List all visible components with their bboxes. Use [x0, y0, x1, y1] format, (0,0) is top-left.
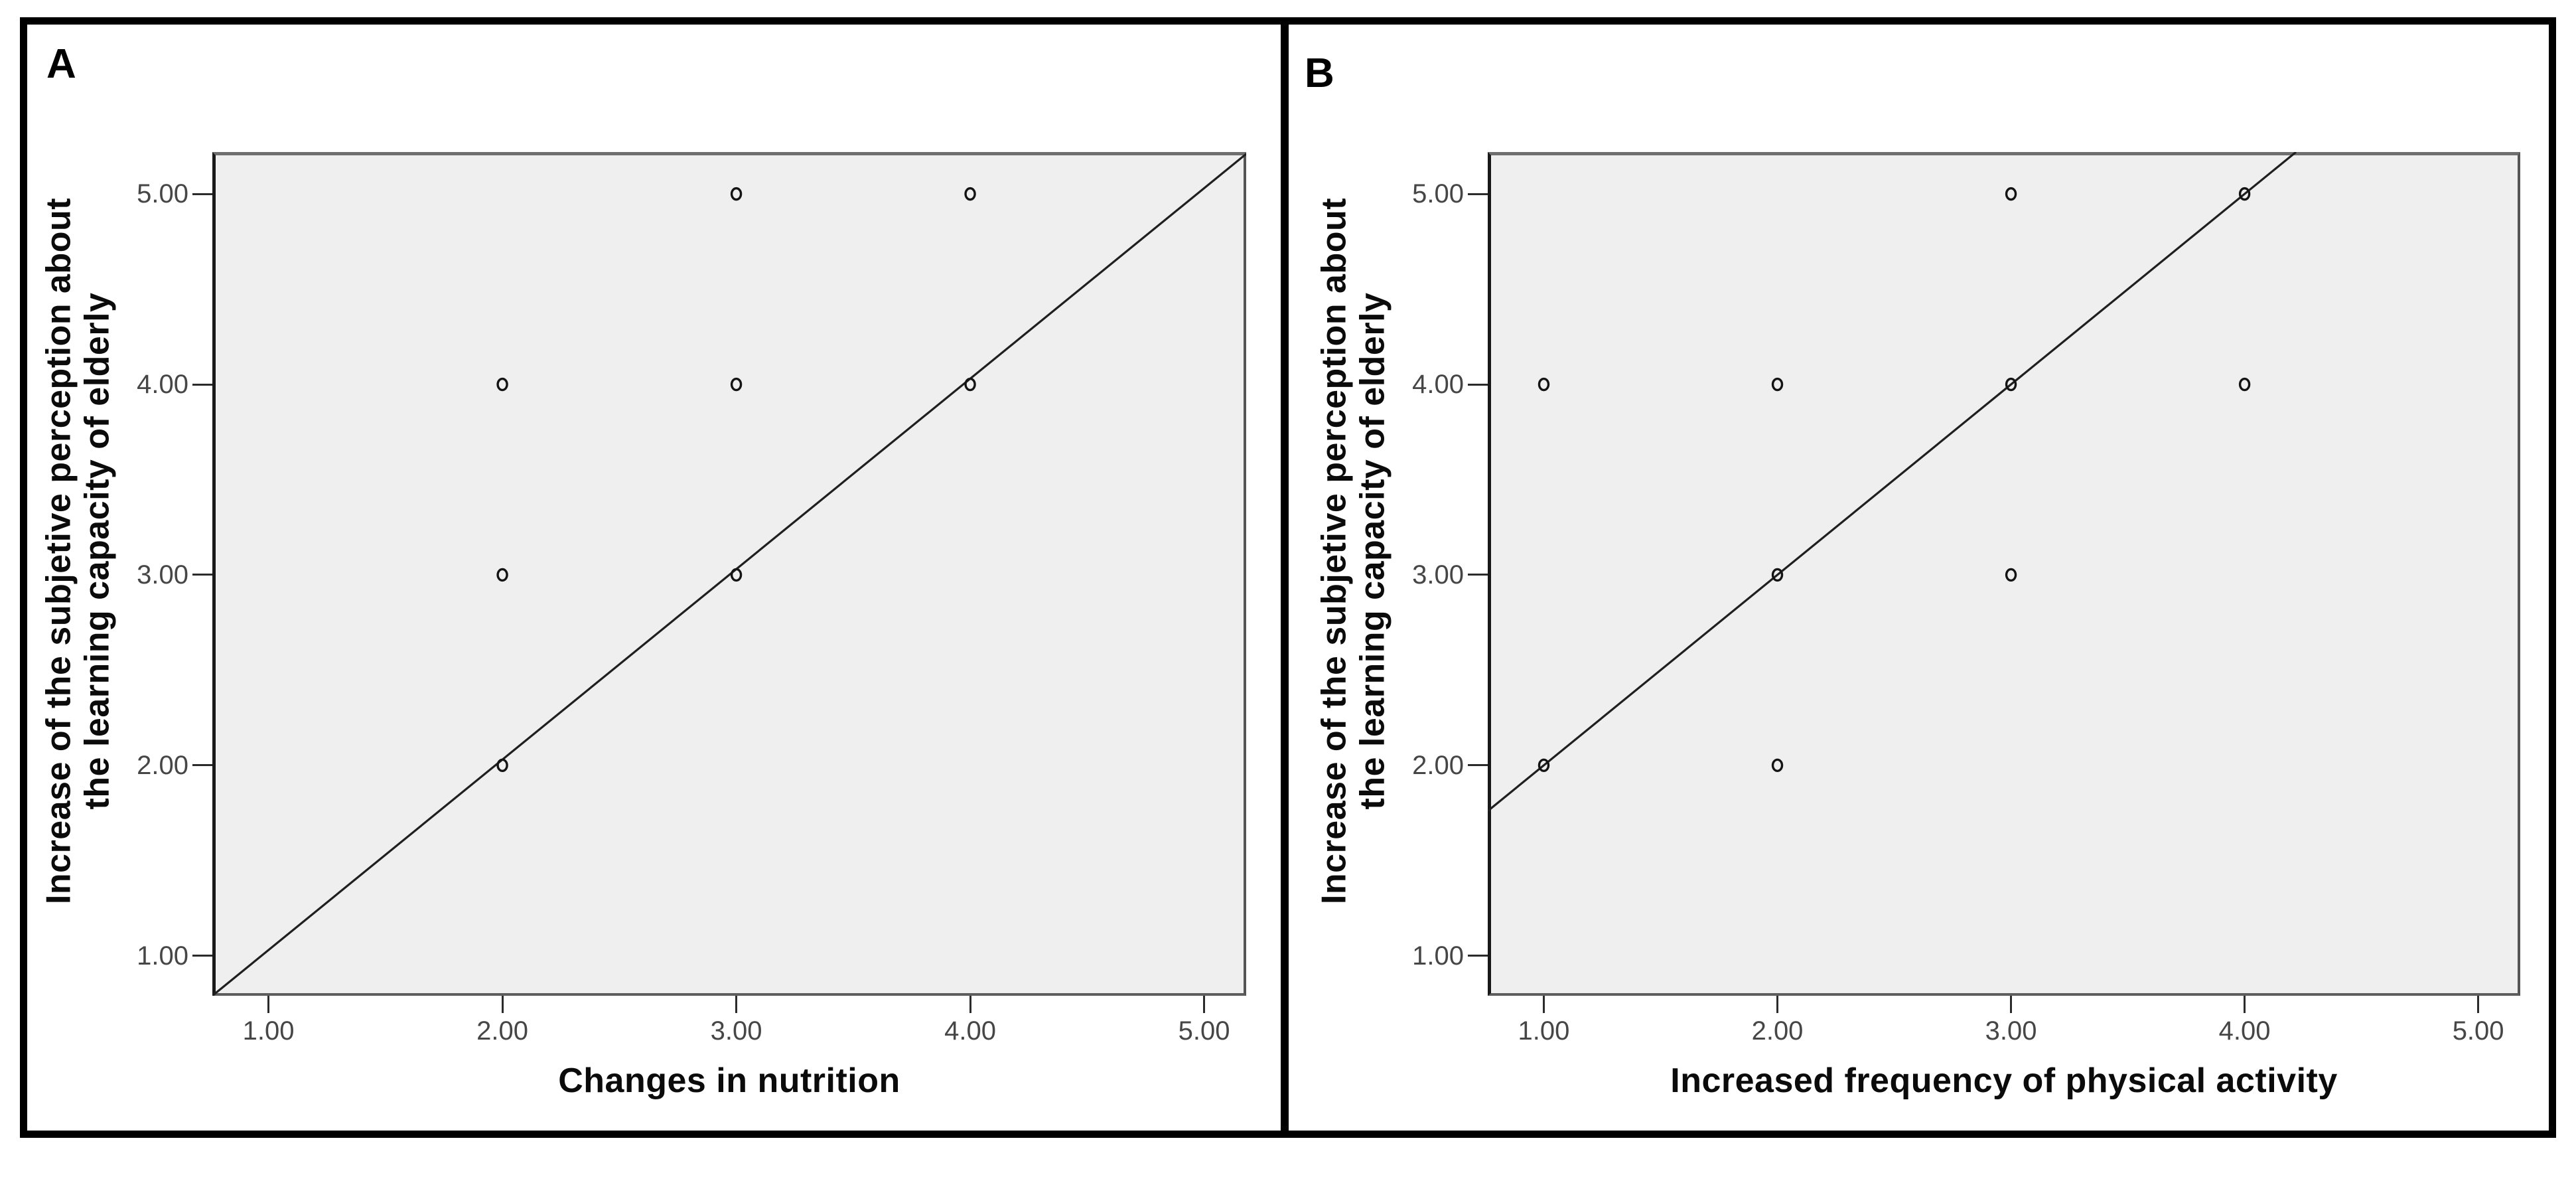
- y-tick-label: 5.00: [137, 179, 188, 209]
- scatter-point: [1538, 758, 1550, 773]
- panel-a-x-axis-title: Changes in nutrition: [558, 1061, 900, 1100]
- panel-a-chart: [212, 153, 1246, 996]
- scatter-point: [2005, 377, 2017, 392]
- panel-b-chart: [1488, 152, 2297, 812]
- y-tick-label: 4.00: [137, 370, 188, 400]
- scatter-point: [496, 377, 508, 392]
- x-tick-mark: [2010, 996, 2013, 1013]
- x-tick-mark: [1776, 996, 1779, 1013]
- x-tick-label: 3.00: [1985, 1016, 2037, 1046]
- panel-b-y-axis-title-line1: Increase of the subjetive perception abo…: [1315, 197, 1354, 905]
- x-tick-label: 4.00: [2218, 1016, 2271, 1046]
- panel-b-y-axis-title: Increase of the subjetive perception abo…: [1315, 129, 1397, 973]
- y-tick-label: 5.00: [1412, 179, 1464, 209]
- panel-b-plot-area: [1488, 152, 2520, 996]
- scatter-point: [1771, 377, 1784, 392]
- x-tick-label: 2.00: [1751, 1016, 1804, 1046]
- panel-b-label: B: [1305, 50, 1334, 96]
- x-tick-label: 5.00: [2452, 1016, 2504, 1046]
- panel-a-y-axis-title-line2: the learning capacity of elderly: [78, 292, 117, 810]
- scatter-point: [1771, 758, 1784, 773]
- fit-line: [1488, 152, 2297, 812]
- x-tick-label: 2.00: [476, 1016, 528, 1046]
- panel-a-label: A: [46, 41, 76, 87]
- y-tick-label: 4.00: [1412, 370, 1464, 400]
- x-tick-label: 1.00: [1518, 1016, 1570, 1046]
- scatter-point: [730, 377, 743, 392]
- scatter-point: [730, 568, 743, 582]
- x-tick-mark: [501, 996, 504, 1013]
- y-tick-mark: [1468, 383, 1488, 386]
- scatter-point: [496, 758, 508, 773]
- scatter-point: [1771, 568, 1784, 582]
- x-tick-mark: [969, 996, 971, 1013]
- panel-a-y-axis-title-line1: Increase of the subjetive perception abo…: [39, 197, 78, 905]
- scatter-point: [2005, 568, 2017, 582]
- y-tick-label: 2.00: [137, 750, 188, 780]
- panel-a-y-axis-title: Increase of the subjetive perception abo…: [40, 129, 122, 973]
- y-tick-mark: [192, 764, 212, 767]
- y-tick-label: 2.00: [1412, 750, 1464, 780]
- y-tick-mark: [192, 383, 212, 386]
- fit-line: [212, 153, 1246, 996]
- x-tick-label: 1.00: [242, 1016, 295, 1046]
- x-tick-label: 3.00: [710, 1016, 762, 1046]
- scatter-point: [2005, 187, 2017, 201]
- panel-a-plot-area: [212, 152, 1246, 996]
- scatter-point: [964, 377, 976, 392]
- y-tick-mark: [1468, 764, 1488, 767]
- x-tick-mark: [2244, 996, 2246, 1013]
- y-tick-mark: [1468, 193, 1488, 195]
- scatter-point: [2238, 187, 2251, 201]
- y-tick-mark: [192, 955, 212, 957]
- scatter-point: [730, 187, 743, 201]
- scatter-point: [2238, 377, 2251, 392]
- y-tick-mark: [1468, 955, 1488, 957]
- y-tick-label: 3.00: [137, 560, 188, 590]
- x-tick-mark: [2477, 996, 2480, 1013]
- y-tick-label: 3.00: [1412, 560, 1464, 590]
- y-tick-mark: [1468, 574, 1488, 576]
- panel-divider: [1281, 17, 1289, 1138]
- x-tick-mark: [267, 996, 270, 1013]
- x-tick-label: 4.00: [944, 1016, 996, 1046]
- y-tick-label: 1.00: [137, 941, 188, 971]
- y-tick-label: 1.00: [1412, 941, 1464, 971]
- y-tick-mark: [192, 193, 212, 195]
- panel-b-y-axis-title-line2: the learning capacity of elderly: [1353, 292, 1392, 810]
- y-tick-mark: [192, 574, 212, 576]
- x-tick-mark: [1203, 996, 1206, 1013]
- scatter-point: [964, 187, 976, 201]
- panel-b-x-axis-title: Increased frequency of physical activity: [1670, 1061, 2338, 1100]
- x-tick-label: 5.00: [1178, 1016, 1230, 1046]
- x-tick-mark: [1542, 996, 1545, 1013]
- scatter-point: [496, 568, 508, 582]
- scatter-point: [1538, 377, 1550, 392]
- x-tick-mark: [735, 996, 738, 1013]
